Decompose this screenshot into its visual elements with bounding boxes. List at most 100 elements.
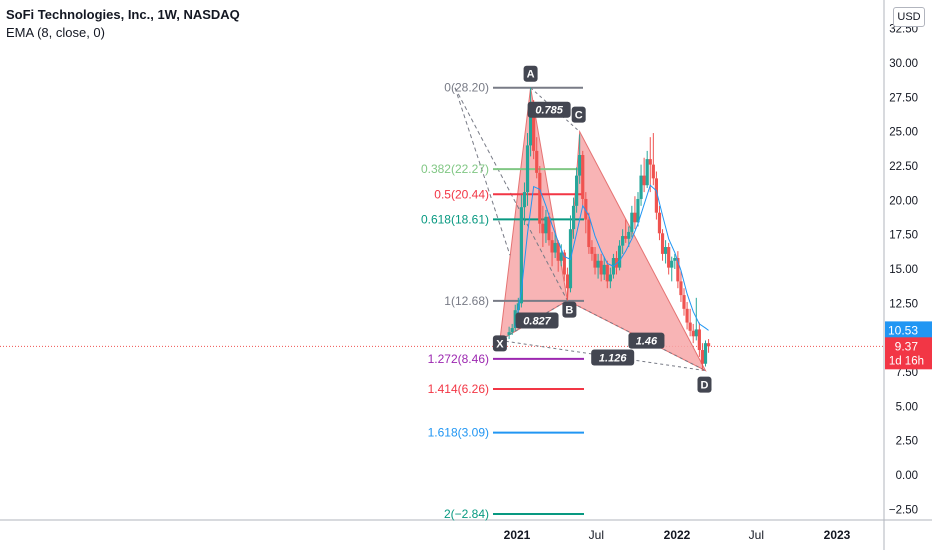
candle-body <box>507 332 511 335</box>
candle-body <box>676 258 680 282</box>
chart-legend: SoFi Technologies, Inc., 1W, NASDAQ EMA … <box>6 6 240 42</box>
candle-body <box>642 175 646 186</box>
candle-body <box>670 260 674 268</box>
candle-body <box>596 260 600 268</box>
candle-body <box>608 274 612 282</box>
ratio-label: 0.827 <box>523 316 551 328</box>
y-tick-label: 12.50 <box>889 298 918 310</box>
pattern-point-badge <box>523 65 538 82</box>
candle-body <box>697 329 701 351</box>
x-tick-label: 2022 <box>664 528 691 542</box>
fib-level-label: 0.382(22.27) <box>421 162 489 176</box>
candle-body <box>657 212 662 234</box>
y-tick-label: 0.00 <box>896 470 918 482</box>
ratio-label: 0.785 <box>535 105 563 117</box>
candle-body <box>694 329 698 337</box>
candle-body <box>667 247 671 268</box>
y-tick-label: −2.50 <box>889 504 918 516</box>
candle-body <box>578 155 582 176</box>
pattern-point-badge <box>492 335 507 352</box>
fib-level-label: 1.272(8.46) <box>428 352 489 366</box>
y-tick-label: 27.50 <box>889 92 918 104</box>
candle-body <box>688 322 692 331</box>
fib-level-label: 0.618(18.61) <box>421 212 489 226</box>
candle-body <box>584 198 588 220</box>
y-tick-label: 25.00 <box>889 127 918 139</box>
candle-body <box>525 145 530 193</box>
ema-indicator-label[interactable]: EMA (8, close, 0) <box>6 25 105 40</box>
candle-body <box>510 328 514 333</box>
candle-body <box>636 198 640 223</box>
pattern-point-d: D <box>697 376 712 393</box>
ratio-label: 1.46 <box>636 336 658 348</box>
ratio-label: 1.126 <box>599 353 627 365</box>
pattern-point-b: B <box>562 301 577 318</box>
candle-body <box>556 242 560 261</box>
currency-button[interactable]: USD <box>893 7 925 27</box>
pattern-point-x: X <box>492 335 507 352</box>
candle-body <box>550 240 554 253</box>
ema-line <box>514 184 709 331</box>
pattern-point-label: C <box>575 110 583 122</box>
candle-body <box>679 281 683 296</box>
y-tick-label: 17.50 <box>889 230 918 242</box>
fib-level-label: 1(12.68) <box>444 294 489 308</box>
pattern-point-c: C <box>571 106 586 123</box>
pattern-ratio-line <box>499 300 568 341</box>
candle-body <box>630 212 634 232</box>
candle-body <box>703 343 708 364</box>
candle-body <box>599 260 603 275</box>
candle-body <box>562 252 566 275</box>
y-tick-label: 22.50 <box>889 161 918 173</box>
candle-body <box>559 252 563 261</box>
candle-body <box>541 223 545 234</box>
candle-body <box>706 343 711 347</box>
candle-body <box>645 159 649 186</box>
countdown-text: 1d 16h <box>889 355 924 367</box>
candle-body <box>532 111 536 151</box>
y-tick-label: 30.00 <box>889 58 918 70</box>
pattern-point-label: B <box>565 305 573 317</box>
candle-body <box>571 205 576 230</box>
pattern-point-label: D <box>701 380 709 392</box>
y-tick-label: 5.00 <box>896 401 918 413</box>
ratio-badge <box>527 101 571 118</box>
candle-body <box>522 192 527 208</box>
candle-body <box>544 216 548 234</box>
x-tick-label: Jul <box>589 528 604 542</box>
fib-trend-line <box>454 87 511 256</box>
candle-body <box>700 350 705 364</box>
pattern-point-badge <box>571 106 586 123</box>
candle-body <box>565 274 570 289</box>
pattern-point-badge <box>562 301 577 318</box>
candle-body <box>648 159 652 165</box>
candle-body <box>605 264 609 282</box>
candle-body <box>593 253 597 268</box>
y-tick-label: 20.00 <box>889 195 918 207</box>
pattern-ratio-line <box>567 300 706 372</box>
candle-body <box>654 178 658 213</box>
candle-body <box>660 233 665 254</box>
candle-body <box>528 111 533 146</box>
candle-body <box>682 295 686 309</box>
symbol-title[interactable]: SoFi Technologies, Inc., 1W, NASDAQ <box>6 7 240 22</box>
candle-body <box>685 308 689 323</box>
candle-body <box>621 236 625 246</box>
candle-body <box>624 236 628 239</box>
x-tick-label: 2023 <box>824 528 851 542</box>
candle-body <box>535 150 539 173</box>
candle-body <box>581 155 585 199</box>
candle-body <box>614 258 619 268</box>
candle-body <box>575 175 579 206</box>
candle-body <box>519 207 523 304</box>
pattern-point-label: A <box>527 69 535 81</box>
candle-body <box>633 212 637 223</box>
candle-body <box>587 219 591 248</box>
last-price-badge <box>885 337 932 370</box>
fib-level-label: 0(28.20) <box>444 81 489 95</box>
candle-body <box>617 245 622 268</box>
fib-level-label: 1.618(3.09) <box>428 426 489 440</box>
candle-body <box>513 310 517 329</box>
candle-body <box>627 231 631 239</box>
